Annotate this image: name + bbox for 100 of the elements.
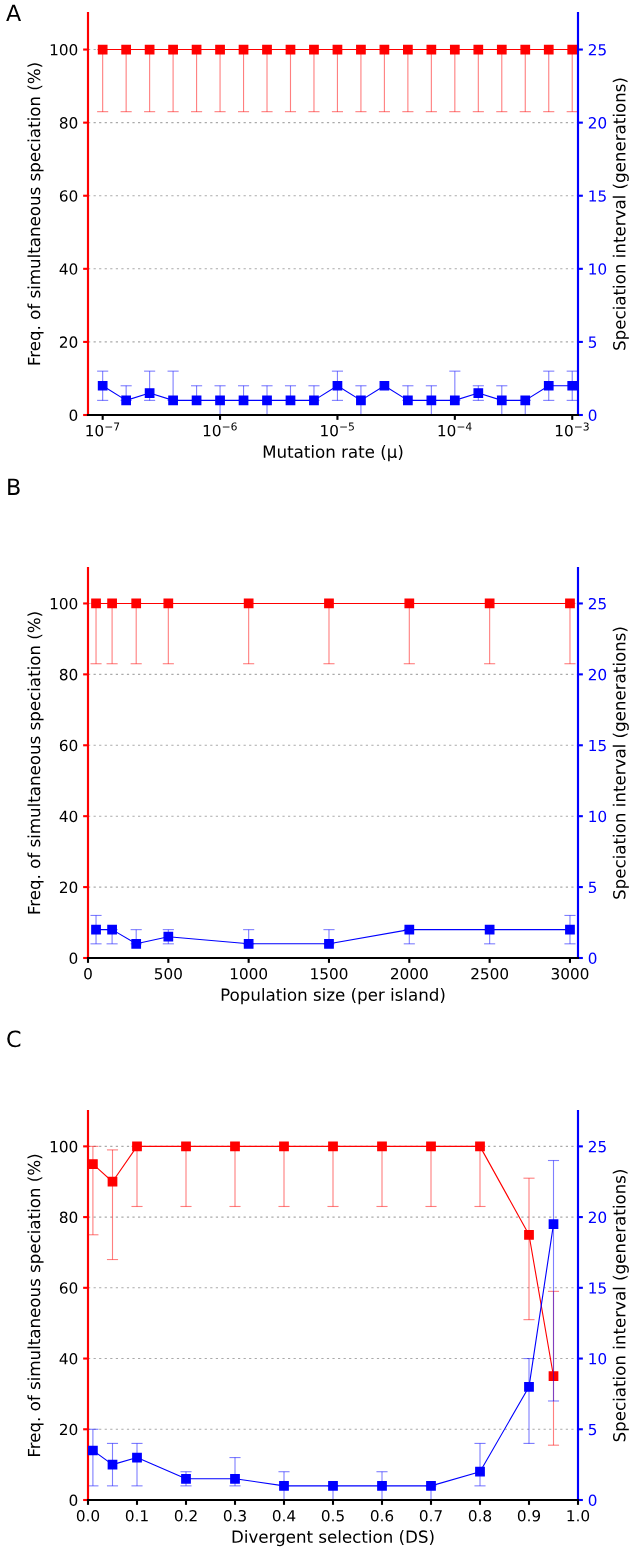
point xyxy=(426,1141,436,1152)
x-tick-label: 10$^{−5}$ xyxy=(321,422,354,437)
chart-title: C xyxy=(7,1030,21,1048)
y2-tick-label: 20 xyxy=(588,117,607,129)
x-tick-label: 0.1 xyxy=(125,1509,148,1522)
y-tick-label: 0 xyxy=(69,952,78,965)
x-axis-title: Mutation rate (μ) xyxy=(263,445,403,462)
x-tick-label: 0.7 xyxy=(419,1509,442,1522)
x-tick-label: 1000 xyxy=(230,967,268,980)
x-tick-label: 2000 xyxy=(390,967,428,980)
y2-tick-label: 15 xyxy=(589,739,606,752)
y-tick-label: 80 xyxy=(59,668,78,681)
point xyxy=(328,1480,338,1491)
point xyxy=(91,924,101,935)
y2-tick-label: 5 xyxy=(588,336,597,348)
y-axis-title: Freq. of simultaneous speciation (%) xyxy=(27,1154,44,1456)
x-tick-label: 0.3 xyxy=(223,1509,246,1522)
point xyxy=(475,1466,485,1477)
point xyxy=(565,924,575,935)
y2-tick-label: 0 xyxy=(588,409,597,422)
x-tick-label: 0.2 xyxy=(174,1509,197,1522)
x-tick-label: 1500 xyxy=(311,967,348,980)
y-tick-label: 0 xyxy=(69,409,78,422)
y2-tick-label: 10 xyxy=(589,1353,607,1365)
point xyxy=(132,1452,142,1463)
point xyxy=(230,1473,240,1484)
y-tick-label: 80 xyxy=(59,117,78,129)
point xyxy=(243,938,254,949)
y-tick-label: 60 xyxy=(59,739,78,752)
x-tick-label: 10$^{−7}$ xyxy=(86,422,120,437)
y-tick-label: 20 xyxy=(59,881,78,894)
y2-tick-label: 15 xyxy=(589,190,606,202)
y2-tick-label: 25 xyxy=(588,44,606,56)
y-tick-label: 40 xyxy=(59,810,78,823)
y2-tick-label: 25 xyxy=(588,1140,606,1153)
point xyxy=(107,924,117,935)
y2-tick-label: 20 xyxy=(588,1211,607,1224)
y2-tick-label: 10 xyxy=(589,810,607,823)
y-tick-label: 20 xyxy=(59,336,78,348)
y-tick-label: 80 xyxy=(59,1211,78,1224)
x-tick-label: 10$^{−4}$ xyxy=(438,422,472,437)
y2-tick-label: 15 xyxy=(589,1282,606,1294)
x-tick-label: 500 xyxy=(154,967,182,980)
point xyxy=(181,1141,191,1152)
y2-tick-label: 20 xyxy=(588,668,607,681)
y-tick-label: 20 xyxy=(59,1423,78,1436)
y-axis-title: Freq. of simultaneous speciation (%) xyxy=(27,63,44,365)
point xyxy=(404,924,415,935)
point xyxy=(377,1141,387,1152)
y-tick-label: 60 xyxy=(59,1282,78,1294)
y-tick-label: 40 xyxy=(59,1353,78,1365)
y2-tick-label: 5 xyxy=(588,1423,597,1436)
point xyxy=(475,1141,485,1152)
x-tick-label: 0.9 xyxy=(517,1509,541,1522)
y2-tick-label: 25 xyxy=(588,597,606,610)
x-tick-label: 10$^{−6}$ xyxy=(203,422,237,437)
point xyxy=(548,1371,559,1382)
point xyxy=(524,1229,534,1240)
y2-tick-label: 0 xyxy=(588,952,597,965)
y2-axis-title: Speciation interval (generations) xyxy=(612,627,629,899)
y2-tick-label: 0 xyxy=(588,1494,597,1507)
x-tick-label: 0.8 xyxy=(468,1509,492,1522)
point xyxy=(328,1141,338,1152)
x-axis-title: Divergent selection (DS) xyxy=(232,1530,434,1547)
x-tick-label: 2500 xyxy=(471,967,509,980)
point xyxy=(377,1480,387,1491)
point xyxy=(279,1141,289,1152)
y-tick-label: 60 xyxy=(59,190,78,202)
point xyxy=(524,1381,534,1392)
y2-tick-label: 5 xyxy=(588,881,597,894)
x-tick-label: 0.0 xyxy=(76,1509,100,1522)
point xyxy=(88,1159,98,1169)
x-tick-label: 3000 xyxy=(551,967,589,980)
point xyxy=(107,1176,118,1187)
x-tick-label: 0 xyxy=(84,967,92,980)
point xyxy=(88,1445,98,1456)
point xyxy=(548,1219,559,1230)
y-tick-label: 0 xyxy=(69,1494,78,1507)
y-tick-label: 40 xyxy=(59,263,78,275)
y-tick-label: 100 xyxy=(50,44,78,56)
chart-title: B xyxy=(8,478,20,495)
point xyxy=(484,924,495,935)
point xyxy=(131,938,142,949)
y2-axis-title: Speciation interval (generations) xyxy=(612,78,629,350)
point xyxy=(132,1141,142,1152)
y-tick-label: 100 xyxy=(50,1140,78,1153)
x-tick-label: 10$^{−3}$ xyxy=(555,422,589,437)
x-tick-label: 0.5 xyxy=(321,1509,344,1522)
y2-axis-title: Speciation interval (generations) xyxy=(612,1170,629,1442)
point xyxy=(230,1141,240,1152)
x-tick-label: 0.6 xyxy=(370,1509,394,1522)
y2-tick-label: 10 xyxy=(589,263,607,275)
y-tick-label: 100 xyxy=(50,597,78,610)
x-axis-title: Population size (per island) xyxy=(221,988,445,1005)
x-tick-label: 0.4 xyxy=(272,1509,296,1522)
point xyxy=(279,1480,289,1491)
chart-title: A xyxy=(6,4,22,21)
y-axis-title: Freq. of simultaneous speciation (%) xyxy=(27,612,44,914)
point xyxy=(426,1480,436,1491)
x-tick-label: 1.0 xyxy=(567,1509,590,1522)
